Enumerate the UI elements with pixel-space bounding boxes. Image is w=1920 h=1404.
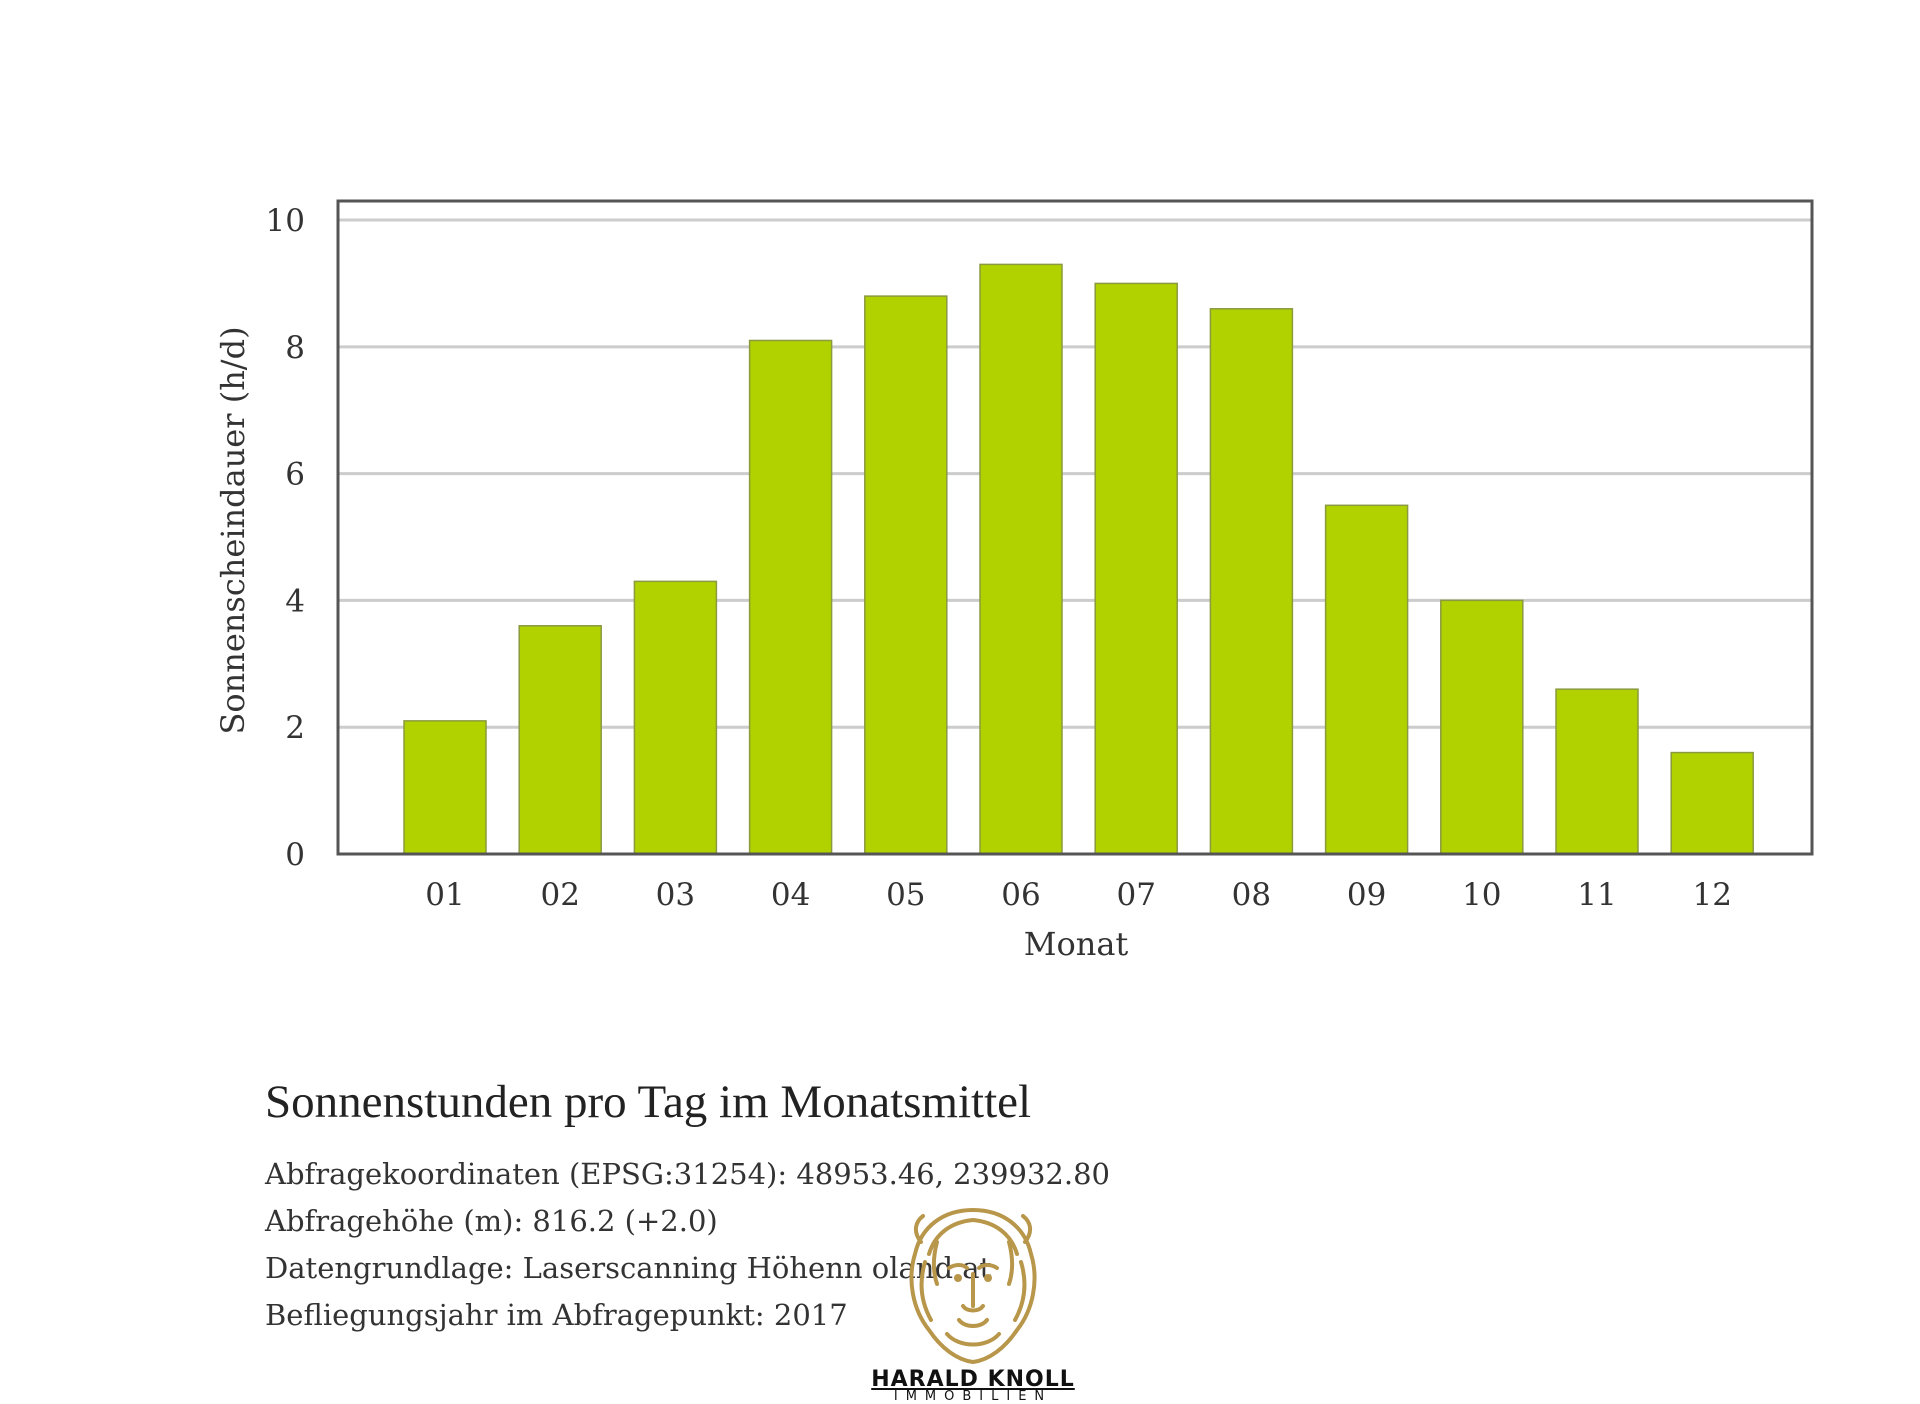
bar-12 (1670, 751, 1754, 855)
x-tick-labels: 01 02 03 04 05 06 07 08 09 10 11 12 (425, 877, 1732, 913)
x-tick-label: 06 (1001, 877, 1040, 913)
y-tick-label: 0 (285, 837, 305, 873)
bar-05 (864, 295, 948, 855)
y-tick-label: 4 (285, 583, 305, 619)
harald-knoll-logo: HARALD KNOLL IMMOBILIEN (863, 1202, 1083, 1404)
bar-02 (518, 625, 602, 855)
bar-03 (633, 580, 718, 855)
y-tick-label: 6 (285, 457, 305, 493)
caption-coordinates: Abfragekoordinaten (EPSG:31254): 48953.4… (265, 1157, 1110, 1192)
y-tick-label: 8 (285, 330, 305, 366)
x-tick-label: 08 (1232, 877, 1271, 913)
bar-04 (748, 339, 833, 855)
bar-11 (1555, 688, 1639, 855)
logo-brand-text: HARALD KNOLL (871, 1367, 1075, 1392)
chart-caption: Sonnenstunden pro Tag im Monatsmittel Ab… (265, 1075, 1365, 1339)
logo-subtext: IMMOBILIEN (893, 1389, 1053, 1404)
y-tick-label: 2 (285, 710, 305, 746)
x-tick-label: 01 (425, 877, 464, 913)
bars (403, 263, 1754, 855)
bar-07 (1094, 282, 1178, 855)
bar-10 (1440, 599, 1524, 855)
x-tick-label: 12 (1692, 877, 1731, 913)
caption-flight-year: Befliegungsjahr im Abfragepunkt: 2017 (265, 1298, 848, 1333)
x-tick-label: 11 (1577, 877, 1616, 913)
x-tick-label: 04 (771, 877, 810, 913)
x-tick-label: 09 (1347, 877, 1386, 913)
caption-height: Abfragehöhe (m): 816.2 (+2.0) (265, 1204, 718, 1239)
bar-01 (403, 720, 487, 855)
x-tick-label: 10 (1462, 877, 1501, 913)
x-tick-label: 03 (656, 877, 695, 913)
x-axis-title: Monat (1024, 925, 1129, 963)
y-tick-label: 10 (266, 203, 305, 239)
x-tick-label: 05 (886, 877, 925, 913)
y-axis-title: Sonnenscheindauer (h/d) (214, 326, 252, 734)
bar-08 (1209, 308, 1294, 855)
bar-06 (979, 263, 1063, 855)
x-tick-label: 07 (1116, 877, 1155, 913)
caption-title: Sonnenstunden pro Tag im Monatsmittel (265, 1076, 1032, 1128)
x-tick-label: 02 (540, 877, 579, 913)
plot-frame (336, 199, 1814, 856)
lion-icon (909, 1207, 1037, 1365)
caption-data-source: Datengrundlage: Laserscanning Höhenn ola… (265, 1251, 992, 1286)
bar-09 (1324, 504, 1409, 855)
y-tick-labels: 0 2 4 6 8 10 (266, 203, 305, 873)
